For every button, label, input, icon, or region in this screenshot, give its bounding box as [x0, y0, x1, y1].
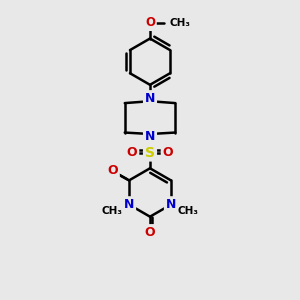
Text: N: N [166, 198, 176, 211]
Text: N: N [124, 198, 134, 211]
Text: N: N [145, 92, 155, 105]
Text: O: O [163, 146, 173, 159]
Text: O: O [145, 226, 155, 239]
Text: N: N [145, 130, 155, 143]
Text: O: O [107, 164, 118, 177]
Text: CH₃: CH₃ [177, 206, 198, 216]
Text: O: O [145, 16, 155, 29]
Text: O: O [127, 146, 137, 159]
Text: S: S [145, 146, 155, 160]
Text: CH₃: CH₃ [102, 206, 123, 216]
Text: CH₃: CH₃ [170, 18, 191, 28]
